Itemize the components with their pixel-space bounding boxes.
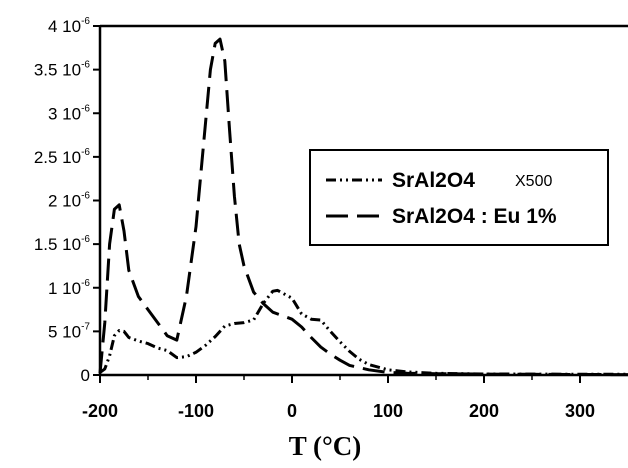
y-tick-label: 0: [81, 366, 90, 385]
legend-label-1: SrAl2O4: [392, 169, 475, 192]
y-tick-label: 1 10-6: [48, 278, 90, 298]
series-line-2: [98, 37, 628, 377]
legend-suffix-1: X500: [515, 173, 552, 190]
y-tick-label: 5 10-7: [48, 321, 90, 341]
y-axis-ticks: 0 5 10-7 1 10-6 1.5 10-6 2 10-6 2.5 10-6 3 10-…: [34, 16, 100, 385]
x-axis-ticks: -200 -100 0 100 200 300: [82, 375, 595, 421]
y-tick-label: 3 10-6: [48, 103, 90, 123]
y-tick-label: 2.5 10-6: [34, 147, 91, 167]
legend-box: [309, 149, 609, 246]
series-layer: [98, 37, 628, 377]
x-tick-label: 0: [287, 401, 297, 421]
y-tick-label: 1.5 10-6: [34, 234, 91, 254]
x-tick-label: 200: [469, 401, 499, 421]
x-tick-label: 300: [565, 401, 595, 421]
x-tick-label: -200: [82, 401, 118, 421]
x-axis-label: T (°C): [289, 431, 362, 461]
x-tick-label: 100: [373, 401, 403, 421]
y-tick-label: 2 10-6: [48, 191, 90, 211]
series-line-1: [99, 288, 628, 376]
y-tick-label: 4 10-6: [48, 16, 90, 36]
x-tick-label: -100: [178, 401, 214, 421]
legend: SrAl2O4 X500 SrAl2O4 : Eu 1%: [309, 149, 609, 246]
y-tick-label: 3.5 10-6: [34, 60, 91, 80]
legend-label-2: SrAl2O4 : Eu 1%: [392, 205, 557, 228]
